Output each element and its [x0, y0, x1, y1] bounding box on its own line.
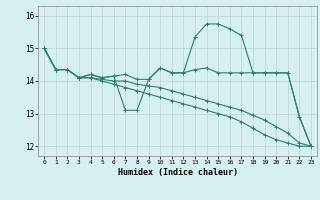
X-axis label: Humidex (Indice chaleur): Humidex (Indice chaleur)	[118, 168, 238, 177]
